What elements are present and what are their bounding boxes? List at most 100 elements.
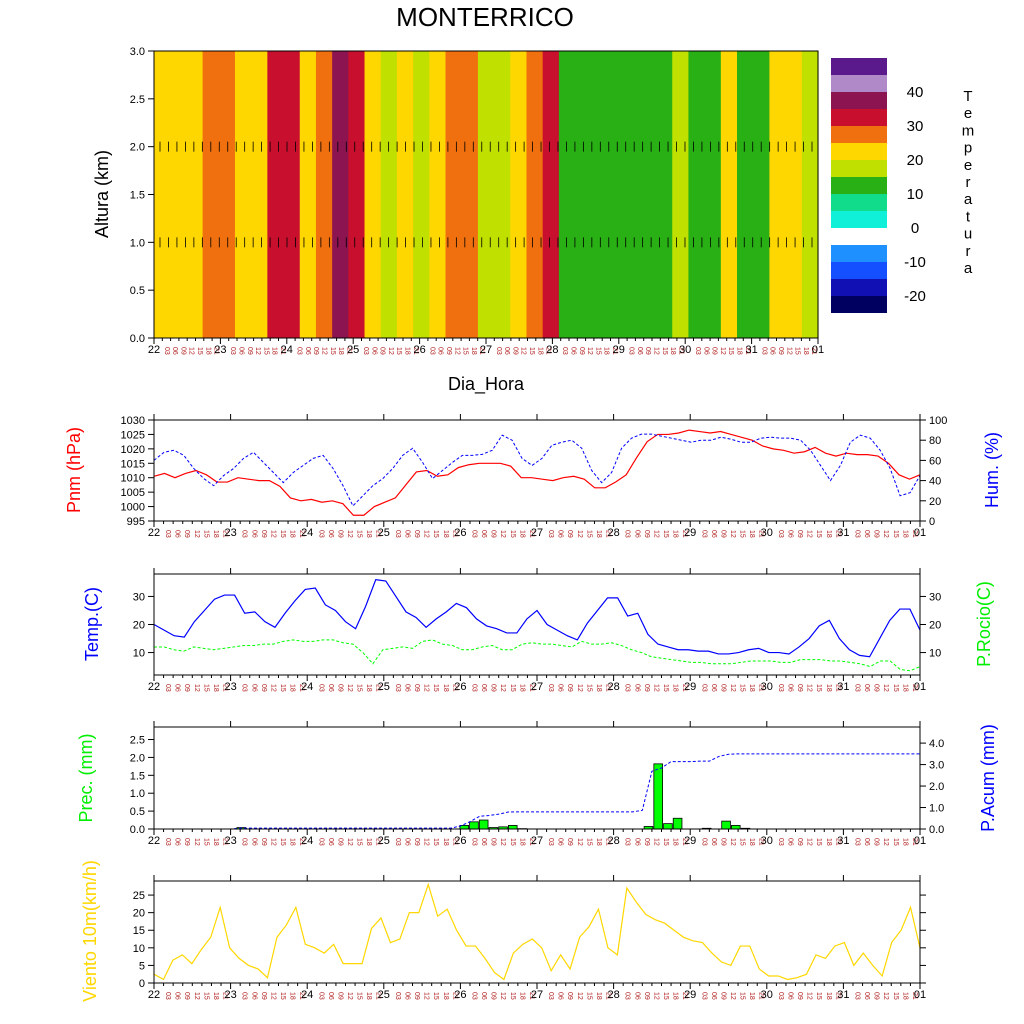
y-tick-label-right: 1.0 xyxy=(929,803,944,815)
colorbar-box xyxy=(831,75,887,92)
x-day-label: 22 xyxy=(148,835,160,847)
x-hour-label: 09 xyxy=(445,347,452,355)
x-day-label: 28 xyxy=(607,527,619,539)
temperature-column xyxy=(753,51,771,338)
y-tick-label: 0.5 xyxy=(130,285,145,297)
colorbar-tick-label: 40 xyxy=(907,84,924,101)
x-day-label: 30 xyxy=(679,344,691,356)
x-day-label: 26 xyxy=(454,835,466,847)
x-hour-label: 09 xyxy=(260,530,267,538)
x-day-label: 26 xyxy=(454,681,466,693)
x-hour-label: 15 xyxy=(892,530,899,538)
y-tick-label-right: 4.0 xyxy=(929,738,944,750)
x-day-label: 28 xyxy=(607,989,619,1001)
x-hour-label: 03 xyxy=(164,530,171,538)
series-lines xyxy=(153,578,921,672)
x-hour-label: 21 xyxy=(298,838,305,846)
x-hour-label: 12 xyxy=(652,992,659,1000)
y-tick-label: 1015 xyxy=(121,458,145,470)
x-hour-label: 18 xyxy=(518,992,525,1000)
x-hour-label: 15 xyxy=(585,838,592,846)
y-tick-label: 2.5 xyxy=(130,94,145,106)
x-hour-label: 15 xyxy=(356,530,363,538)
x-hour-label: 18 xyxy=(748,530,755,538)
x-hour-label: 18 xyxy=(518,838,525,846)
x-hour-label: 12 xyxy=(729,992,736,1000)
x-hour-label: 09 xyxy=(260,684,267,692)
x-hour-label: 06 xyxy=(636,347,643,355)
x-hour-label: 09 xyxy=(260,992,267,1000)
precip-bar xyxy=(663,823,673,830)
x-hour-label: 12 xyxy=(269,838,276,846)
y-tick-label: 1.0 xyxy=(130,788,145,800)
x-hour-label: 09 xyxy=(183,992,190,1000)
x-hour-label: 03 xyxy=(317,838,324,846)
x-day-label: 29 xyxy=(613,344,625,356)
temperature-column xyxy=(299,51,317,338)
y-axis-label-right: Hum. (%) xyxy=(982,432,1002,508)
temperature-column xyxy=(461,51,479,338)
x-hour-label: 15 xyxy=(815,838,822,846)
y-tick-label: 1000 xyxy=(121,502,145,514)
x-hour-label: 21 xyxy=(345,347,352,355)
x-hour-label: 09 xyxy=(183,530,190,538)
x-hour-label: 06 xyxy=(480,530,487,538)
x-day-label: 29 xyxy=(684,681,696,693)
x-day-label: 28 xyxy=(607,835,619,847)
y-axis-label-left: Prec. (mm) xyxy=(76,734,96,823)
panel-pressure-humidity: 995 1000 1005 1010 1015 1020 1025 1030 0 20 40 60 80… xyxy=(64,414,1002,539)
x-hour-label: 03 xyxy=(700,684,707,692)
x-hour-label: 15 xyxy=(432,992,439,1000)
x-hour-label: 15 xyxy=(662,838,669,846)
temperature-column xyxy=(607,51,625,338)
temperature-column xyxy=(526,51,544,338)
x-hour-label: 15 xyxy=(739,838,746,846)
y-tick-label: 1030 xyxy=(121,415,145,427)
x-hour-label: 09 xyxy=(796,530,803,538)
x-hour-label: 09 xyxy=(336,992,343,1000)
temperature-column xyxy=(801,51,819,338)
series-bars-and-line xyxy=(154,753,920,830)
x-hour-label: 06 xyxy=(174,838,181,846)
x-hour-label: 18 xyxy=(204,347,211,355)
x-hour-label: 09 xyxy=(413,992,420,1000)
x-hour-label: 18 xyxy=(212,838,219,846)
x-hour-label: 06 xyxy=(786,992,793,1000)
temperature-column xyxy=(396,51,414,338)
x-hour-label: 21 xyxy=(298,530,305,538)
x-day-label: 22 xyxy=(148,681,160,693)
x-hour-label: 15 xyxy=(662,992,669,1000)
temperature-column xyxy=(234,51,252,338)
x-hour-label: 21 xyxy=(478,347,485,355)
y-tick-label-right: 80 xyxy=(929,435,941,447)
series-lines xyxy=(153,429,921,516)
axes: 0.00.51.01.52.02.50.01.02.03.04.022 03 06 0… xyxy=(130,721,944,847)
x-hour-label: 12 xyxy=(346,684,353,692)
x-hour-label: 18 xyxy=(442,684,449,692)
x-hour-label: 03 xyxy=(700,992,707,1000)
x-hour-label: 12 xyxy=(423,530,430,538)
x-hour-label: 18 xyxy=(595,992,602,1000)
x-hour-label: 09 xyxy=(711,347,718,355)
precip-bar xyxy=(653,763,663,830)
x-day-label: 24 xyxy=(301,527,313,539)
x-hour-label: 18 xyxy=(271,347,278,355)
x-hour-label: 18 xyxy=(901,838,908,846)
y-tick-label-right: 20 xyxy=(929,496,941,508)
x-hour-label: 03 xyxy=(624,838,631,846)
x-hour-label: 06 xyxy=(403,684,410,692)
y-tick-label: 15 xyxy=(133,925,145,937)
x-hour-label: 18 xyxy=(470,347,477,355)
x-day-label: 25 xyxy=(378,989,390,1001)
temperature-column xyxy=(720,51,738,338)
temperature-column xyxy=(510,51,528,338)
x-hour-label: 21 xyxy=(758,992,765,1000)
y-axis-label-left: Pnm (hPa) xyxy=(64,427,84,513)
colorbar-label-letter: e xyxy=(964,105,972,122)
x-hour-label: 15 xyxy=(892,992,899,1000)
x-hour-label: 03 xyxy=(164,684,171,692)
x-hour-label: 03 xyxy=(241,684,248,692)
plot-frame xyxy=(153,726,921,830)
x-day-label: 22 xyxy=(148,344,160,356)
